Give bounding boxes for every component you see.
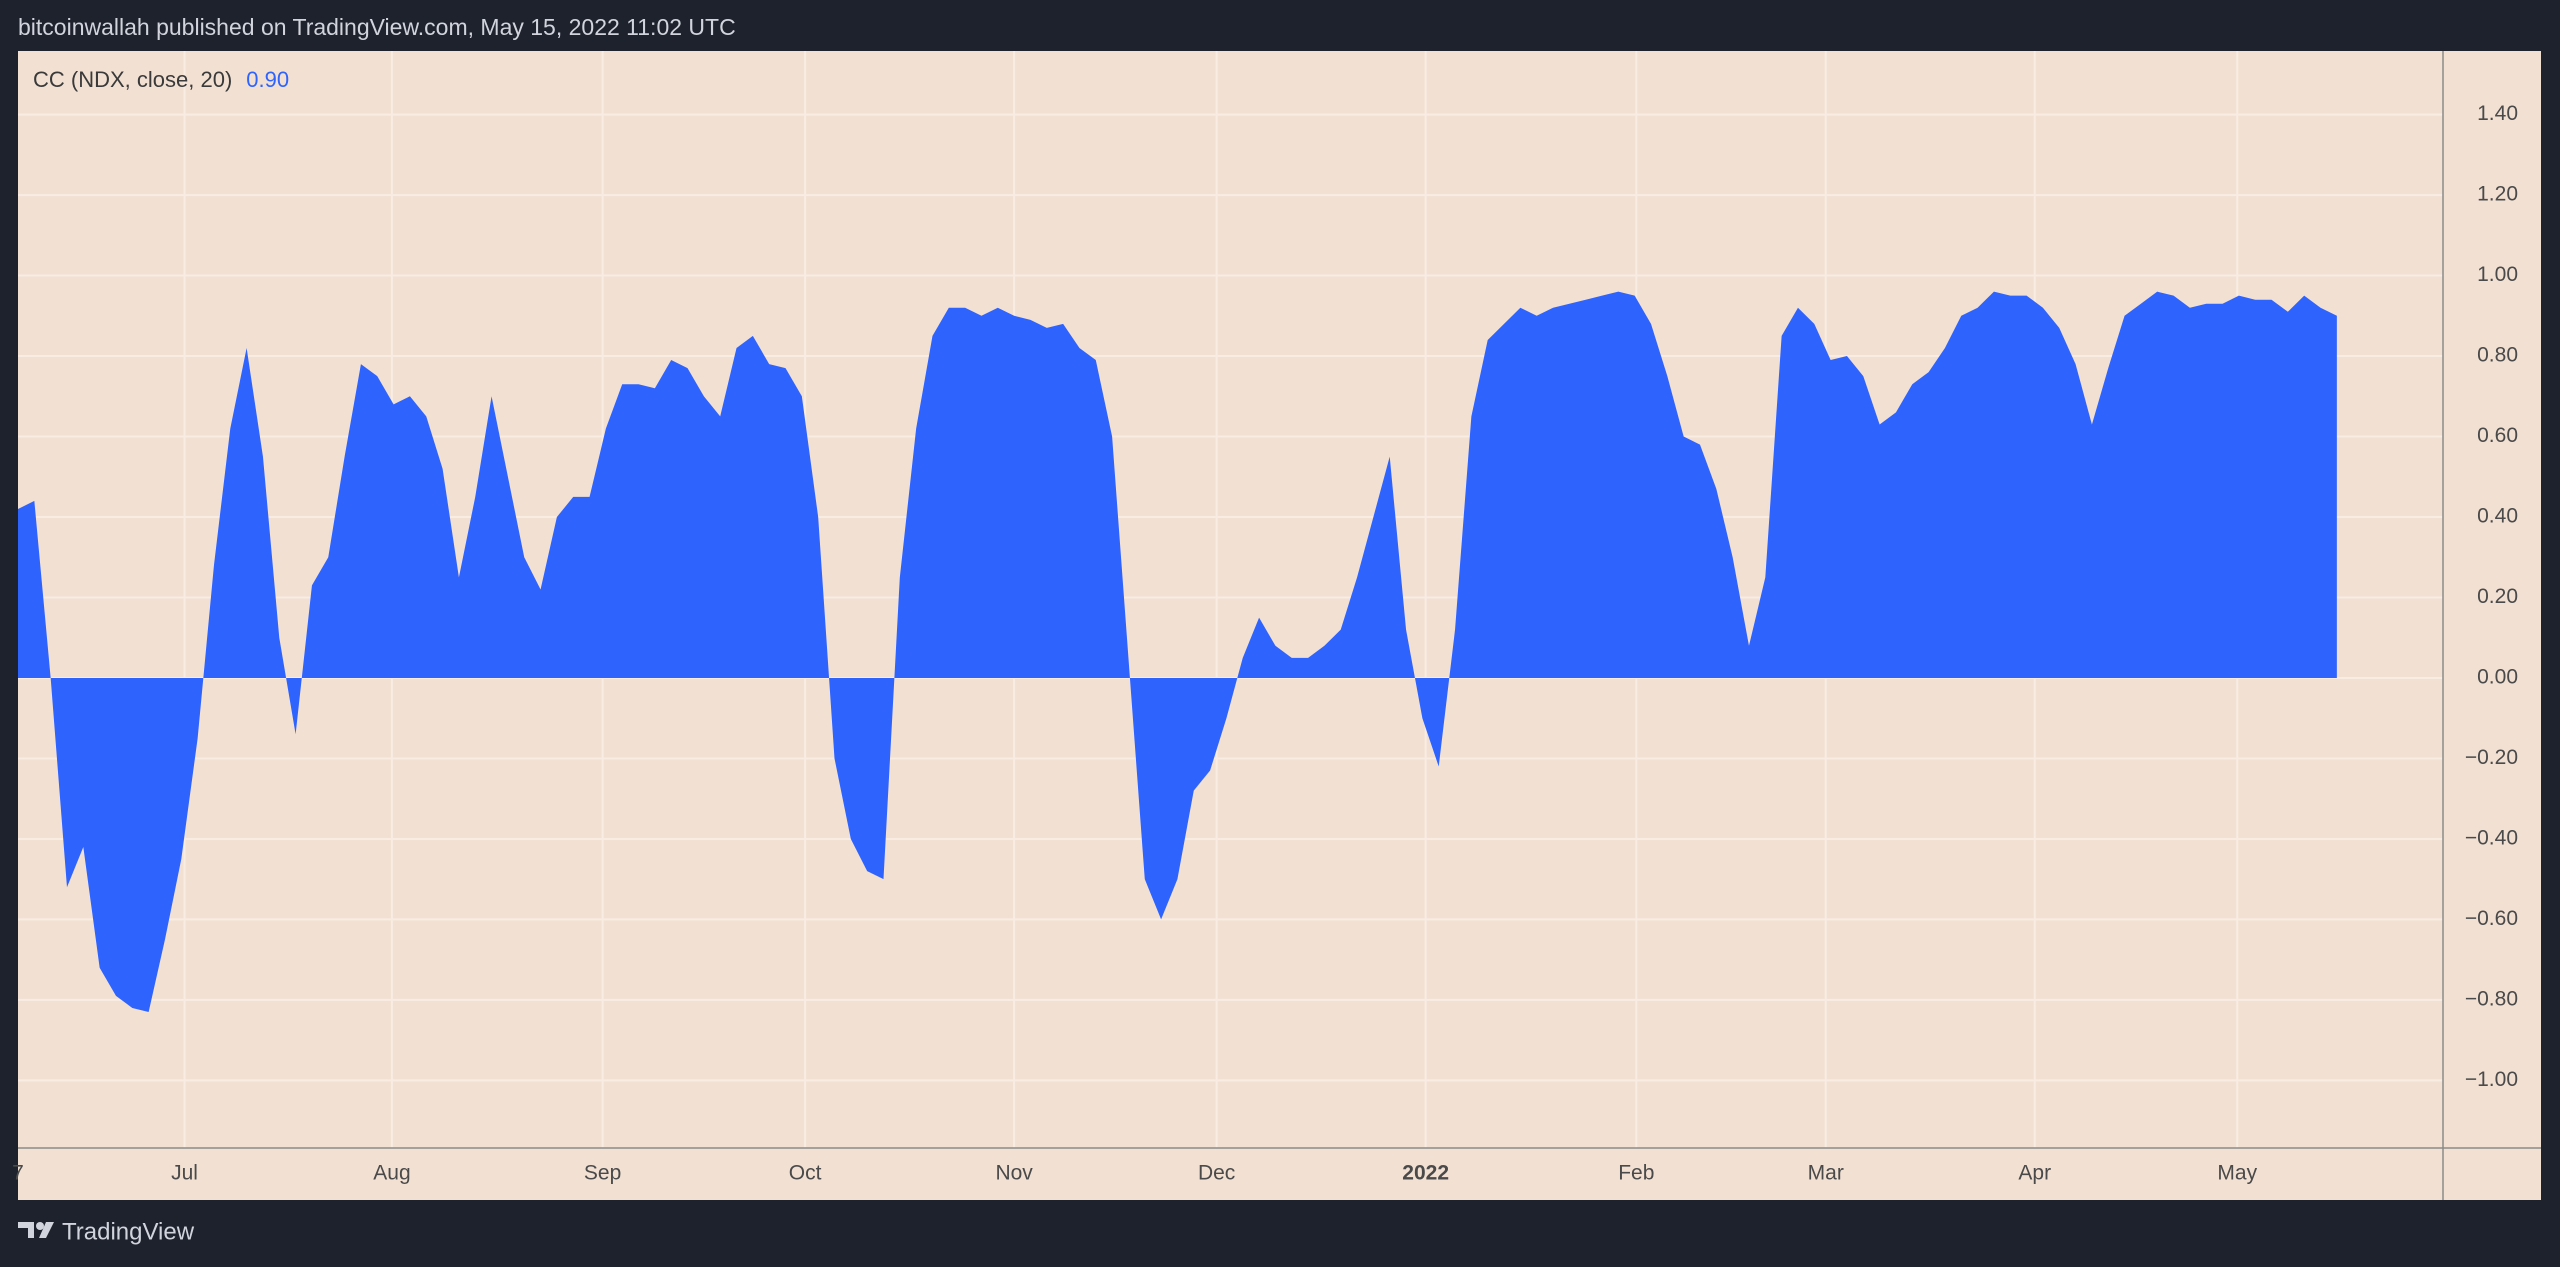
header-title: bitcoinwallah published on TradingView.c… <box>18 14 736 40</box>
y-tick-label: −0.20 <box>2465 746 2518 769</box>
footer-brand: TradingView <box>62 1218 195 1245</box>
y-tick-label: 0.60 <box>2477 424 2518 447</box>
y-tick-label: 0.40 <box>2477 505 2518 528</box>
x-tick-label: 7 <box>12 1162 24 1185</box>
logo-part <box>39 1222 54 1238</box>
x-tick-label: Sep <box>584 1162 621 1185</box>
footer-logo <box>18 1222 54 1238</box>
y-tick-label: −0.60 <box>2465 907 2518 930</box>
x-tick-label: Apr <box>2018 1162 2051 1185</box>
y-tick-label: −1.00 <box>2465 1068 2518 1091</box>
x-tick-label: May <box>2217 1162 2257 1185</box>
y-tick-label: 1.40 <box>2477 102 2518 125</box>
x-tick-label: Oct <box>789 1162 822 1185</box>
x-tick-label: Mar <box>1808 1162 1844 1185</box>
logo-part <box>18 1222 34 1238</box>
area <box>18 291 2337 1012</box>
axes: 1.40 1.20 1.00 0.80 0.60 0.40 0.20 0.00 −0.20 −0.… <box>12 102 2518 1184</box>
logo-part <box>36 1222 44 1230</box>
y-tick-label: 1.00 <box>2477 263 2518 286</box>
y-tick-label: 0.20 <box>2477 585 2518 608</box>
x-tick-label: 2022 <box>1402 1162 1449 1185</box>
y-tick-label: 0.80 <box>2477 344 2518 367</box>
y-tick-label: −0.40 <box>2465 826 2518 849</box>
x-tick-label: Dec <box>1198 1162 1235 1185</box>
x-tick-label: Feb <box>1618 1162 1654 1185</box>
y-tick-label: −0.80 <box>2465 987 2518 1010</box>
legend-label: CC (NDX, close, 20) <box>33 67 232 92</box>
x-tick-label: Jul <box>171 1162 198 1185</box>
legend-value: 0.90 <box>246 67 289 92</box>
plot <box>18 291 2337 1012</box>
x-tick-label: Aug <box>373 1162 410 1185</box>
y-tick-label: 1.20 <box>2477 183 2518 206</box>
y-tick-label: 0.00 <box>2477 666 2518 689</box>
x-tick-label: Nov <box>995 1162 1033 1185</box>
